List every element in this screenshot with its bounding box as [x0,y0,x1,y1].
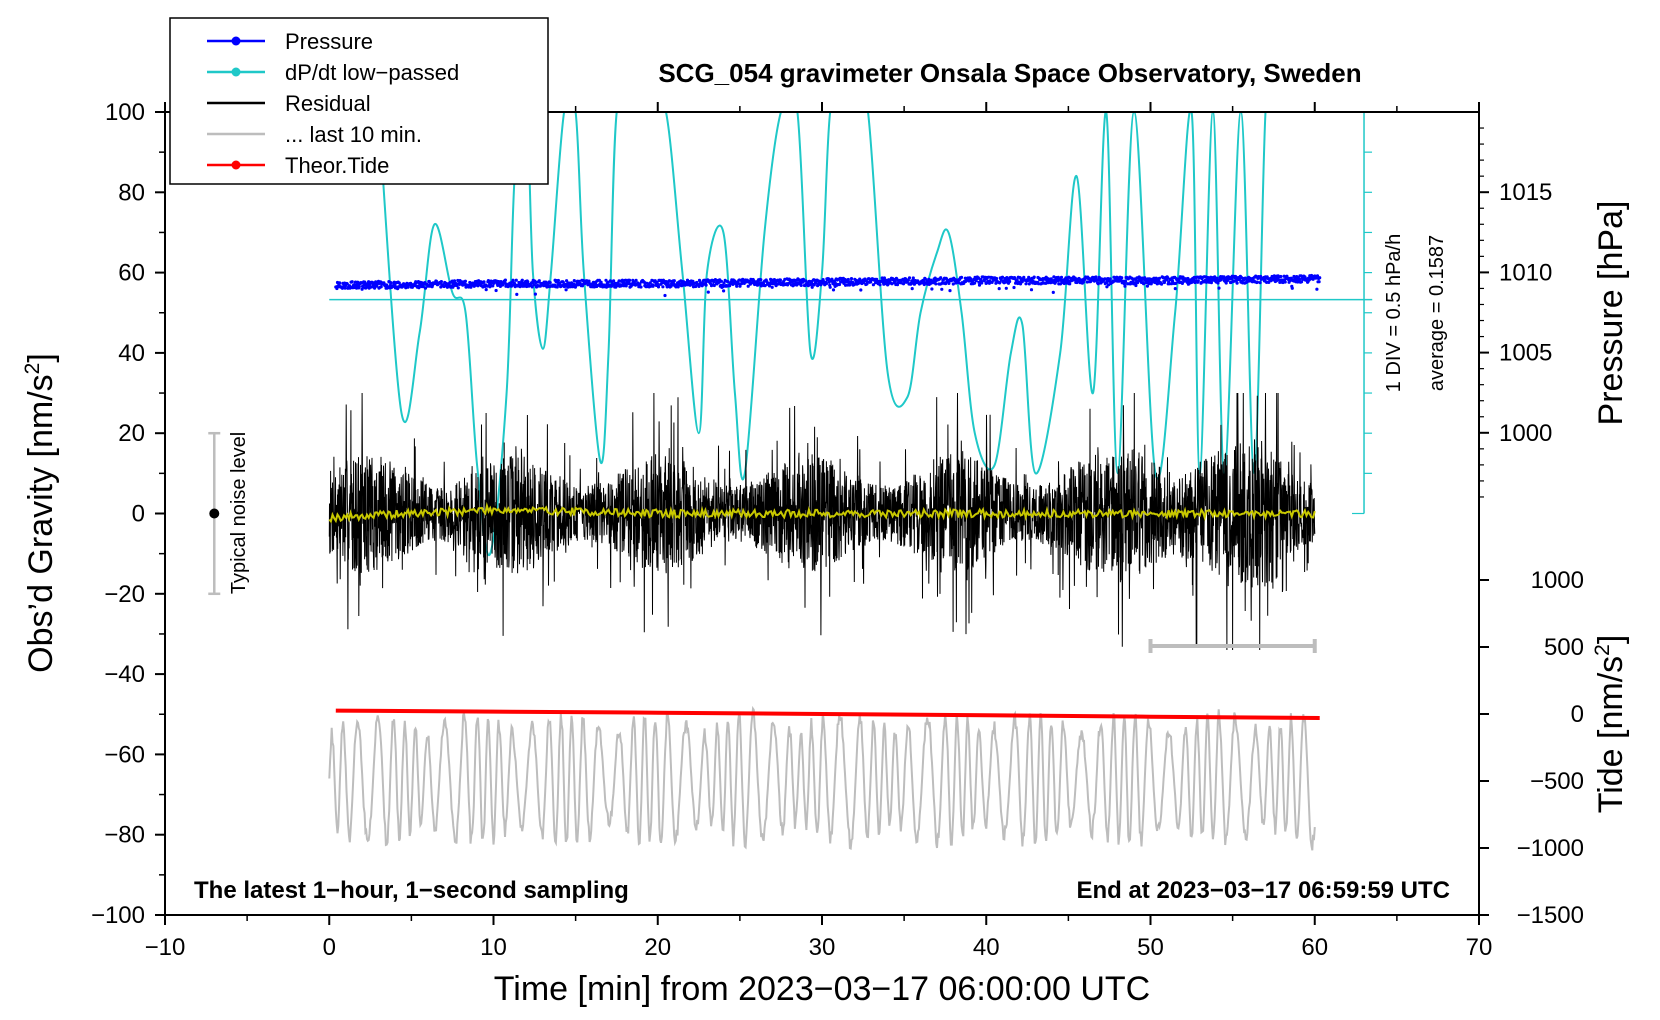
y-axis-label-left-close: ] [22,353,60,362]
residual-series [328,392,1316,651]
legend-label: Residual [285,91,371,116]
bottom-right-note: End at 2023−03−17 06:59:59 UTC [1076,877,1450,904]
y-axis-label-pressure: Pressure [hPa] [1592,201,1630,426]
last10-line [328,705,1316,851]
legend-marker [231,36,241,46]
y-tick-label: −40 [104,661,145,688]
legend-label: Theor.Tide [285,153,389,178]
bottom-left-note: The latest 1−hour, 1−second sampling [194,877,629,904]
dpdt-scale-label: 1 DIV = 0.5 hPa/h [1383,234,1405,392]
x-axis-label: Time [min] from 2023−03−17 06:00:00 UTC [494,970,1150,1008]
y-axis-label-tide-sup: 2 [1591,644,1614,656]
legend-marker [231,160,241,170]
tide-tick-label: −500 [1530,768,1584,795]
y-axis-label-left-sup: 2 [21,363,44,375]
dpdt-series [377,112,1282,557]
pressure-tick-label: 1005 [1499,340,1552,367]
y-tick-label: 40 [118,340,145,367]
y-tick-label: −60 [104,741,145,768]
y-axis-label-tide-main: Tide [nm/s [1592,656,1630,813]
x-tick-label: 10 [480,934,507,961]
x-tick-label: 20 [644,934,671,961]
x-tick-label: −10 [145,934,186,961]
noise-label: Typical noise level [228,432,250,594]
y-axis-label-tide: Tide [nm/s2] [1591,635,1630,814]
legend: Pressure dP/dt low−passed Residual ... last… [169,17,549,185]
pressure-series [334,273,1322,298]
legend-box [169,17,549,185]
pressure-tick-label: 1010 [1499,259,1552,286]
chart-title: SCG_054 gravimeter Onsala Space Observat… [658,58,1361,88]
legend-marker [231,67,241,77]
residual-smoothed-line [328,501,1316,524]
y-tick-label: 60 [118,260,145,287]
last10-series [328,705,1316,851]
tide-tick-label: 500 [1544,634,1584,661]
y-tick-label: 80 [118,179,145,206]
plot-decorations [208,111,1373,653]
dpdt-line [377,112,1282,557]
tide-tick-label: 1000 [1531,567,1584,594]
y-tick-label: 100 [105,99,145,126]
x-tick-label: 40 [973,934,1000,961]
x-tick-label: 50 [1137,934,1164,961]
y-axis-label-tide-close: ] [1592,635,1630,644]
x-tick-label: 0 [323,934,336,961]
residual-line [328,392,1316,651]
tide-tick-label: 0 [1571,701,1584,728]
residual-smoothed-series [328,501,1316,524]
y-tick-label: −20 [104,581,145,608]
noise-bar-center [209,508,220,519]
tide-tick-label: −1000 [1517,835,1584,862]
legend-entries: Pressure dP/dt low−passed Residual ... last… [207,29,459,178]
legend-label: Pressure [285,29,373,54]
x-tick-label: 70 [1466,934,1493,961]
dpdt-average-label: average = 0.1587 [1426,235,1448,391]
pressure-tick-label: 1015 [1499,179,1552,206]
x-tick-label: 30 [809,934,836,961]
axis-ticks: −10 0 10 20 30 40 50 60 70−100−80−60−40−20020406… [91,99,1584,961]
y-tick-label: 20 [118,420,145,447]
y-tick-label: 0 [132,501,145,528]
y-axis-label-left: Obs’d Gravity [nm/s2] [21,353,60,673]
legend-label: ... last 10 min. [285,122,422,147]
y-axis-label-left-main: Obs’d Gravity [nm/s [22,374,60,673]
legend-label: dP/dt low−passed [285,60,459,85]
tide-series [335,708,1320,720]
tide-line [335,708,1320,720]
x-tick-label: 60 [1301,934,1328,961]
y-tick-label: −80 [104,822,145,849]
pressure-points [334,273,1322,298]
pressure-tick-label: 1000 [1499,420,1552,447]
y-tick-label: −100 [91,902,145,929]
tide-tick-label: −1500 [1517,902,1584,929]
